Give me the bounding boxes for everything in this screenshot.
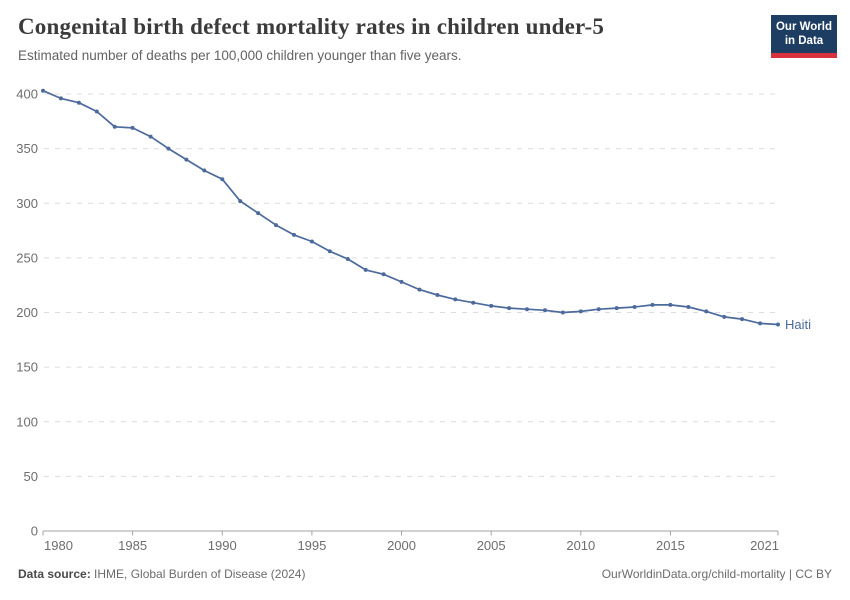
y-tick-label: 200 bbox=[16, 305, 38, 320]
x-tick-label: 2021 bbox=[750, 538, 779, 553]
data-point[interactable] bbox=[148, 134, 153, 139]
owid-logo-line1: Our World bbox=[775, 21, 832, 33]
data-point[interactable] bbox=[381, 272, 386, 277]
x-tick-label: 1980 bbox=[44, 538, 73, 553]
data-point[interactable] bbox=[327, 249, 332, 254]
data-point[interactable] bbox=[256, 211, 261, 216]
data-point[interactable] bbox=[184, 157, 189, 162]
data-point[interactable] bbox=[202, 168, 207, 173]
data-point[interactable] bbox=[489, 303, 494, 308]
data-point[interactable] bbox=[471, 300, 476, 305]
data-point[interactable] bbox=[525, 307, 529, 312]
y-tick-label: 0 bbox=[31, 524, 38, 539]
data-point[interactable] bbox=[722, 314, 727, 319]
data-point[interactable] bbox=[417, 287, 422, 292]
data-point[interactable] bbox=[130, 125, 135, 130]
y-tick-label: 400 bbox=[16, 87, 38, 102]
data-point[interactable] bbox=[363, 267, 368, 272]
x-tick-label: 1995 bbox=[297, 538, 326, 553]
x-tick-label: 1990 bbox=[208, 538, 237, 553]
y-tick-label: 350 bbox=[16, 141, 38, 156]
data-point[interactable] bbox=[704, 309, 709, 314]
data-point[interactable] bbox=[58, 96, 63, 101]
data-point[interactable] bbox=[650, 302, 655, 307]
page-footer: Data source: IHME, Global Burden of Dise… bbox=[18, 567, 832, 581]
y-tick-label: 50 bbox=[24, 469, 38, 484]
y-tick-label: 150 bbox=[16, 360, 38, 375]
x-tick-label: 1985 bbox=[118, 538, 147, 553]
data-point[interactable] bbox=[292, 232, 296, 237]
chart-svg[interactable]: 0 50 100 150 200 250 300 350 400 1980 1985 1990 1995… bbox=[0, 80, 850, 558]
data-point[interactable] bbox=[453, 297, 458, 302]
data-point[interactable] bbox=[220, 177, 225, 182]
series-end-label[interactable]: Haiti bbox=[785, 317, 811, 332]
data-point[interactable] bbox=[560, 310, 565, 315]
data-point[interactable] bbox=[112, 124, 117, 129]
page-title: Congenital birth defect mortality rates … bbox=[18, 14, 605, 39]
data-point[interactable] bbox=[668, 302, 673, 307]
data-point[interactable] bbox=[345, 257, 350, 261]
data-point[interactable] bbox=[274, 223, 278, 228]
data-point[interactable] bbox=[632, 305, 637, 309]
data-point[interactable] bbox=[543, 308, 547, 313]
data-source-text: IHME, Global Burden of Disease (2024) bbox=[90, 567, 306, 581]
data-point[interactable] bbox=[41, 88, 45, 93]
page-subtitle: Estimated number of deaths per 100,000 c… bbox=[18, 48, 462, 63]
x-tick-label: 2005 bbox=[477, 538, 506, 553]
data-source-note: Data source: IHME, Global Burden of Dise… bbox=[18, 567, 305, 581]
y-tick-label: 100 bbox=[16, 414, 38, 429]
credit-link[interactable]: OurWorldinData.org/child-mortality | CC … bbox=[601, 567, 832, 581]
data-point[interactable] bbox=[399, 279, 404, 284]
data-point[interactable] bbox=[309, 239, 314, 244]
data-point[interactable] bbox=[94, 109, 99, 114]
data-point[interactable] bbox=[686, 305, 691, 309]
data-point[interactable] bbox=[507, 306, 512, 311]
data-point[interactable] bbox=[758, 321, 763, 326]
y-tick-label: 300 bbox=[16, 196, 38, 211]
owid-logo-line2: in Data bbox=[784, 35, 824, 48]
data-point[interactable] bbox=[166, 146, 171, 151]
data-point[interactable] bbox=[76, 100, 81, 105]
data-point[interactable] bbox=[596, 307, 601, 312]
x-tick-label: 2015 bbox=[656, 538, 685, 553]
data-point[interactable] bbox=[614, 306, 619, 311]
owid-logo[interactable]: Our World in Data bbox=[771, 15, 837, 58]
x-tick-label: 2010 bbox=[566, 538, 595, 553]
data-point[interactable] bbox=[740, 317, 745, 322]
data-point[interactable] bbox=[776, 322, 780, 327]
data-point[interactable] bbox=[435, 293, 440, 297]
y-tick-label: 250 bbox=[16, 250, 38, 265]
data-source-label: Data source: bbox=[18, 567, 91, 581]
x-tick-label: 2000 bbox=[387, 538, 416, 553]
series-line[interactable] bbox=[42, 89, 779, 326]
data-point[interactable] bbox=[238, 199, 243, 204]
line-chart[interactable]: 0 50 100 150 200 250 300 350 400 1980 1985 1990 1995… bbox=[0, 80, 850, 558]
data-point[interactable] bbox=[578, 309, 583, 314]
